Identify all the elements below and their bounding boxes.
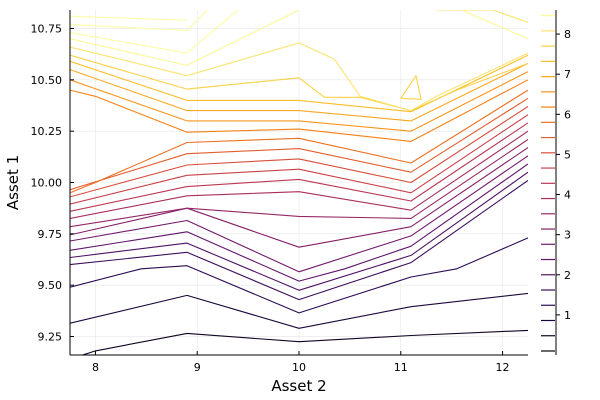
contour-line	[70, 122, 528, 212]
y-axis-ticks: 9.25 9.50 9.75 10.00 10.25 10.50 10.75	[31, 22, 74, 344]
colorbar-tick-label: 7	[564, 68, 571, 81]
contour-line	[70, 138, 528, 228]
contour-line	[80, 329, 528, 355]
contour-line	[70, 10, 239, 54]
x-tick-label: 10	[292, 361, 306, 374]
contour-line	[70, 130, 528, 219]
y-tick-label: 10.00	[31, 177, 63, 190]
y-tick-label: 10.75	[31, 22, 63, 35]
x-tick-label: 12	[496, 361, 510, 374]
contour-line	[70, 10, 300, 66]
colorbar-tick-label: 8	[564, 28, 571, 41]
colorbar-tick-label: 5	[564, 148, 571, 161]
contour-lines	[70, 10, 528, 355]
contour-line	[400, 75, 422, 100]
y-tick-label: 9.50	[38, 279, 63, 292]
y-tick-label: 9.25	[38, 331, 63, 344]
contour-line	[70, 179, 528, 301]
contour-line	[70, 147, 528, 248]
contour-line	[461, 10, 528, 40]
contour-line	[70, 171, 528, 291]
colorbar-tick-label: 2	[564, 269, 571, 282]
contour-line	[70, 97, 528, 191]
colorbar-tick-label: 1	[564, 309, 571, 322]
colorbar-tick-label: 4	[564, 189, 571, 202]
y-tick-label: 9.75	[38, 228, 63, 241]
contour-line	[70, 62, 528, 122]
colorbar: 1 2 3 4 5 6 7 8	[541, 10, 571, 355]
y-tick-label: 10.25	[31, 125, 63, 138]
x-axis-ticks: 8 9 10 11 12	[92, 351, 510, 374]
contour-line	[436, 10, 528, 23]
contour-line	[70, 89, 528, 194]
contour-line	[70, 292, 528, 329]
grid-lines	[70, 10, 528, 355]
contour-line	[70, 163, 528, 282]
contour-line	[70, 114, 528, 205]
x-tick-label: 9	[194, 361, 201, 374]
x-tick-label: 11	[394, 361, 408, 374]
x-axis-label: Asset 2	[271, 377, 326, 395]
contour-line	[70, 79, 528, 142]
x-tick-label: 8	[92, 361, 99, 374]
y-tick-label: 10.50	[31, 74, 63, 87]
contour-line	[70, 106, 528, 198]
contour-line	[70, 42, 528, 112]
contour-line	[70, 10, 208, 32]
contour-line	[70, 155, 528, 273]
contour-line	[70, 71, 528, 132]
colorbar-tick-label: 3	[564, 229, 571, 242]
y-axis-label: Asset 1	[4, 155, 22, 210]
contour-line	[70, 237, 528, 314]
contour-line	[70, 15, 188, 21]
contour-line	[70, 54, 528, 112]
colorbar-tick-label: 6	[564, 108, 571, 121]
